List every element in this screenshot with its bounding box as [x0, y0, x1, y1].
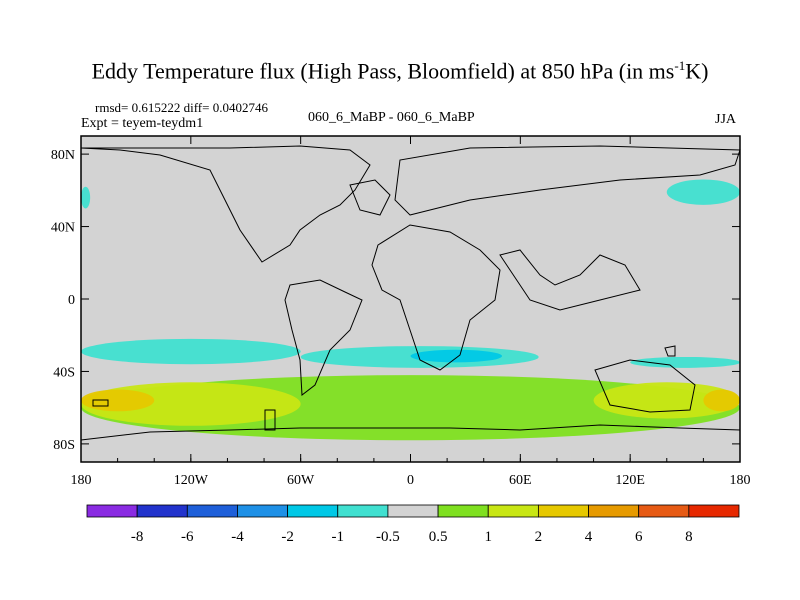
field-region-5 — [630, 356, 740, 368]
coastline-7 — [664, 345, 676, 357]
coastline-0 — [80, 145, 371, 263]
colorbar-swatch-3 — [237, 504, 289, 518]
field-region-4 — [666, 179, 741, 205]
colorbar-swatch-1 — [136, 504, 188, 518]
colorbar-label-7: 1 — [484, 529, 492, 545]
coastline-5 — [499, 249, 641, 311]
coastline-4 — [394, 145, 741, 216]
colorbar-label-2: -4 — [231, 529, 244, 545]
field-region-8 — [81, 389, 155, 412]
colorbar-swatch-11 — [638, 504, 690, 518]
x-tick-label-2: 60W — [287, 473, 315, 488]
coastline-10 — [264, 409, 276, 431]
colorbar-swatch-2 — [186, 504, 238, 518]
colorbar-swatch-10 — [588, 504, 640, 518]
colorbar-label-3: -2 — [281, 529, 294, 545]
colorbar-swatch-12 — [688, 504, 740, 518]
y-tick-label-1: 40N — [51, 221, 75, 236]
colorbar-label-4: -1 — [332, 529, 345, 545]
chart-title: Eddy Temperature flux (High Pass, Bloomf… — [91, 58, 709, 84]
y-tick-label-4: 80S — [53, 438, 75, 453]
x-tick-label-0: 180 — [71, 473, 92, 488]
y-tick-label-3: 40S — [53, 365, 75, 380]
stats-line: rmsd= 0.615222 diff= 0.0402746 — [95, 100, 268, 115]
colorbar-swatch-9 — [537, 504, 589, 518]
colorbar-swatch-4 — [287, 504, 339, 518]
x-tick-label-4: 60E — [509, 473, 532, 488]
colorbar-label-0: -8 — [131, 529, 144, 545]
colorbar-label-8: 2 — [535, 529, 543, 545]
colorbar-swatch-0 — [86, 504, 138, 518]
coastline-1 — [349, 179, 391, 216]
colorbar-label-1: -6 — [181, 529, 194, 545]
colorbar-label-5: -0.5 — [376, 529, 400, 545]
x-tick-label-1: 120W — [174, 473, 209, 488]
field-region-2 — [410, 349, 503, 363]
colorbar-label-9: 4 — [585, 529, 593, 545]
coastline-3 — [371, 224, 501, 371]
colorbar-label-10: 6 — [635, 529, 643, 545]
case-line: 060_6_MaBP - 060_6_MaBP — [308, 110, 475, 125]
field-region-0 — [80, 338, 301, 365]
y-tick-label-2: 0 — [68, 293, 75, 308]
colorbar-label-11: 8 — [685, 529, 693, 545]
colorbar-label-6: 0.5 — [429, 529, 448, 545]
y-tick-label-0: 80N — [51, 148, 75, 163]
colorbar-swatch-7 — [437, 504, 489, 518]
coastline-6 — [594, 359, 696, 413]
x-tick-label-5: 120E — [615, 473, 645, 488]
x-tick-label-3: 0 — [407, 473, 414, 488]
colorbar-swatch-6 — [387, 504, 439, 518]
season-label: JJA — [715, 112, 737, 127]
x-tick-label-6: 180 — [730, 473, 751, 488]
expt-line: Expt = teyem-teydm1 — [81, 116, 204, 131]
colorbar-swatch-8 — [487, 504, 539, 518]
coastline-9 — [92, 399, 109, 407]
colorbar-swatch-5 — [337, 504, 389, 518]
coastline-2 — [284, 279, 363, 396]
field-region-10 — [703, 389, 740, 412]
field-region-3 — [81, 186, 91, 209]
field-region-9 — [593, 382, 740, 419]
